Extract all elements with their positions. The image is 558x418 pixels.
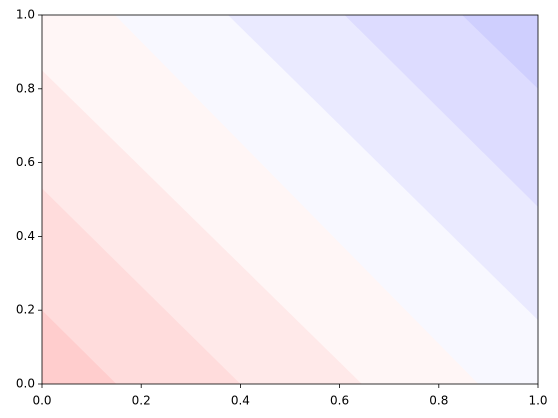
x-tick-label: 1.0 [528, 394, 547, 408]
plot-area [42, 15, 539, 384]
x-tick-label: 0.4 [231, 394, 250, 408]
y-tick-label: 0.0 [16, 377, 35, 391]
axes-frame [41, 14, 539, 385]
x-tick-label: 0.8 [429, 394, 448, 408]
y-tick-label: 1.0 [16, 8, 35, 22]
y-tick-label: 0.4 [16, 229, 35, 243]
y-tick-label: 0.6 [16, 155, 35, 169]
x-tick-label: 0.0 [32, 394, 51, 408]
x-tick-label: 0.6 [330, 394, 349, 408]
contour-band [462, 15, 538, 89]
x-tick-label: 0.2 [132, 394, 151, 408]
y-tick-label: 0.8 [16, 81, 35, 95]
y-tick-label: 0.2 [16, 303, 35, 317]
contour-band [344, 15, 538, 207]
